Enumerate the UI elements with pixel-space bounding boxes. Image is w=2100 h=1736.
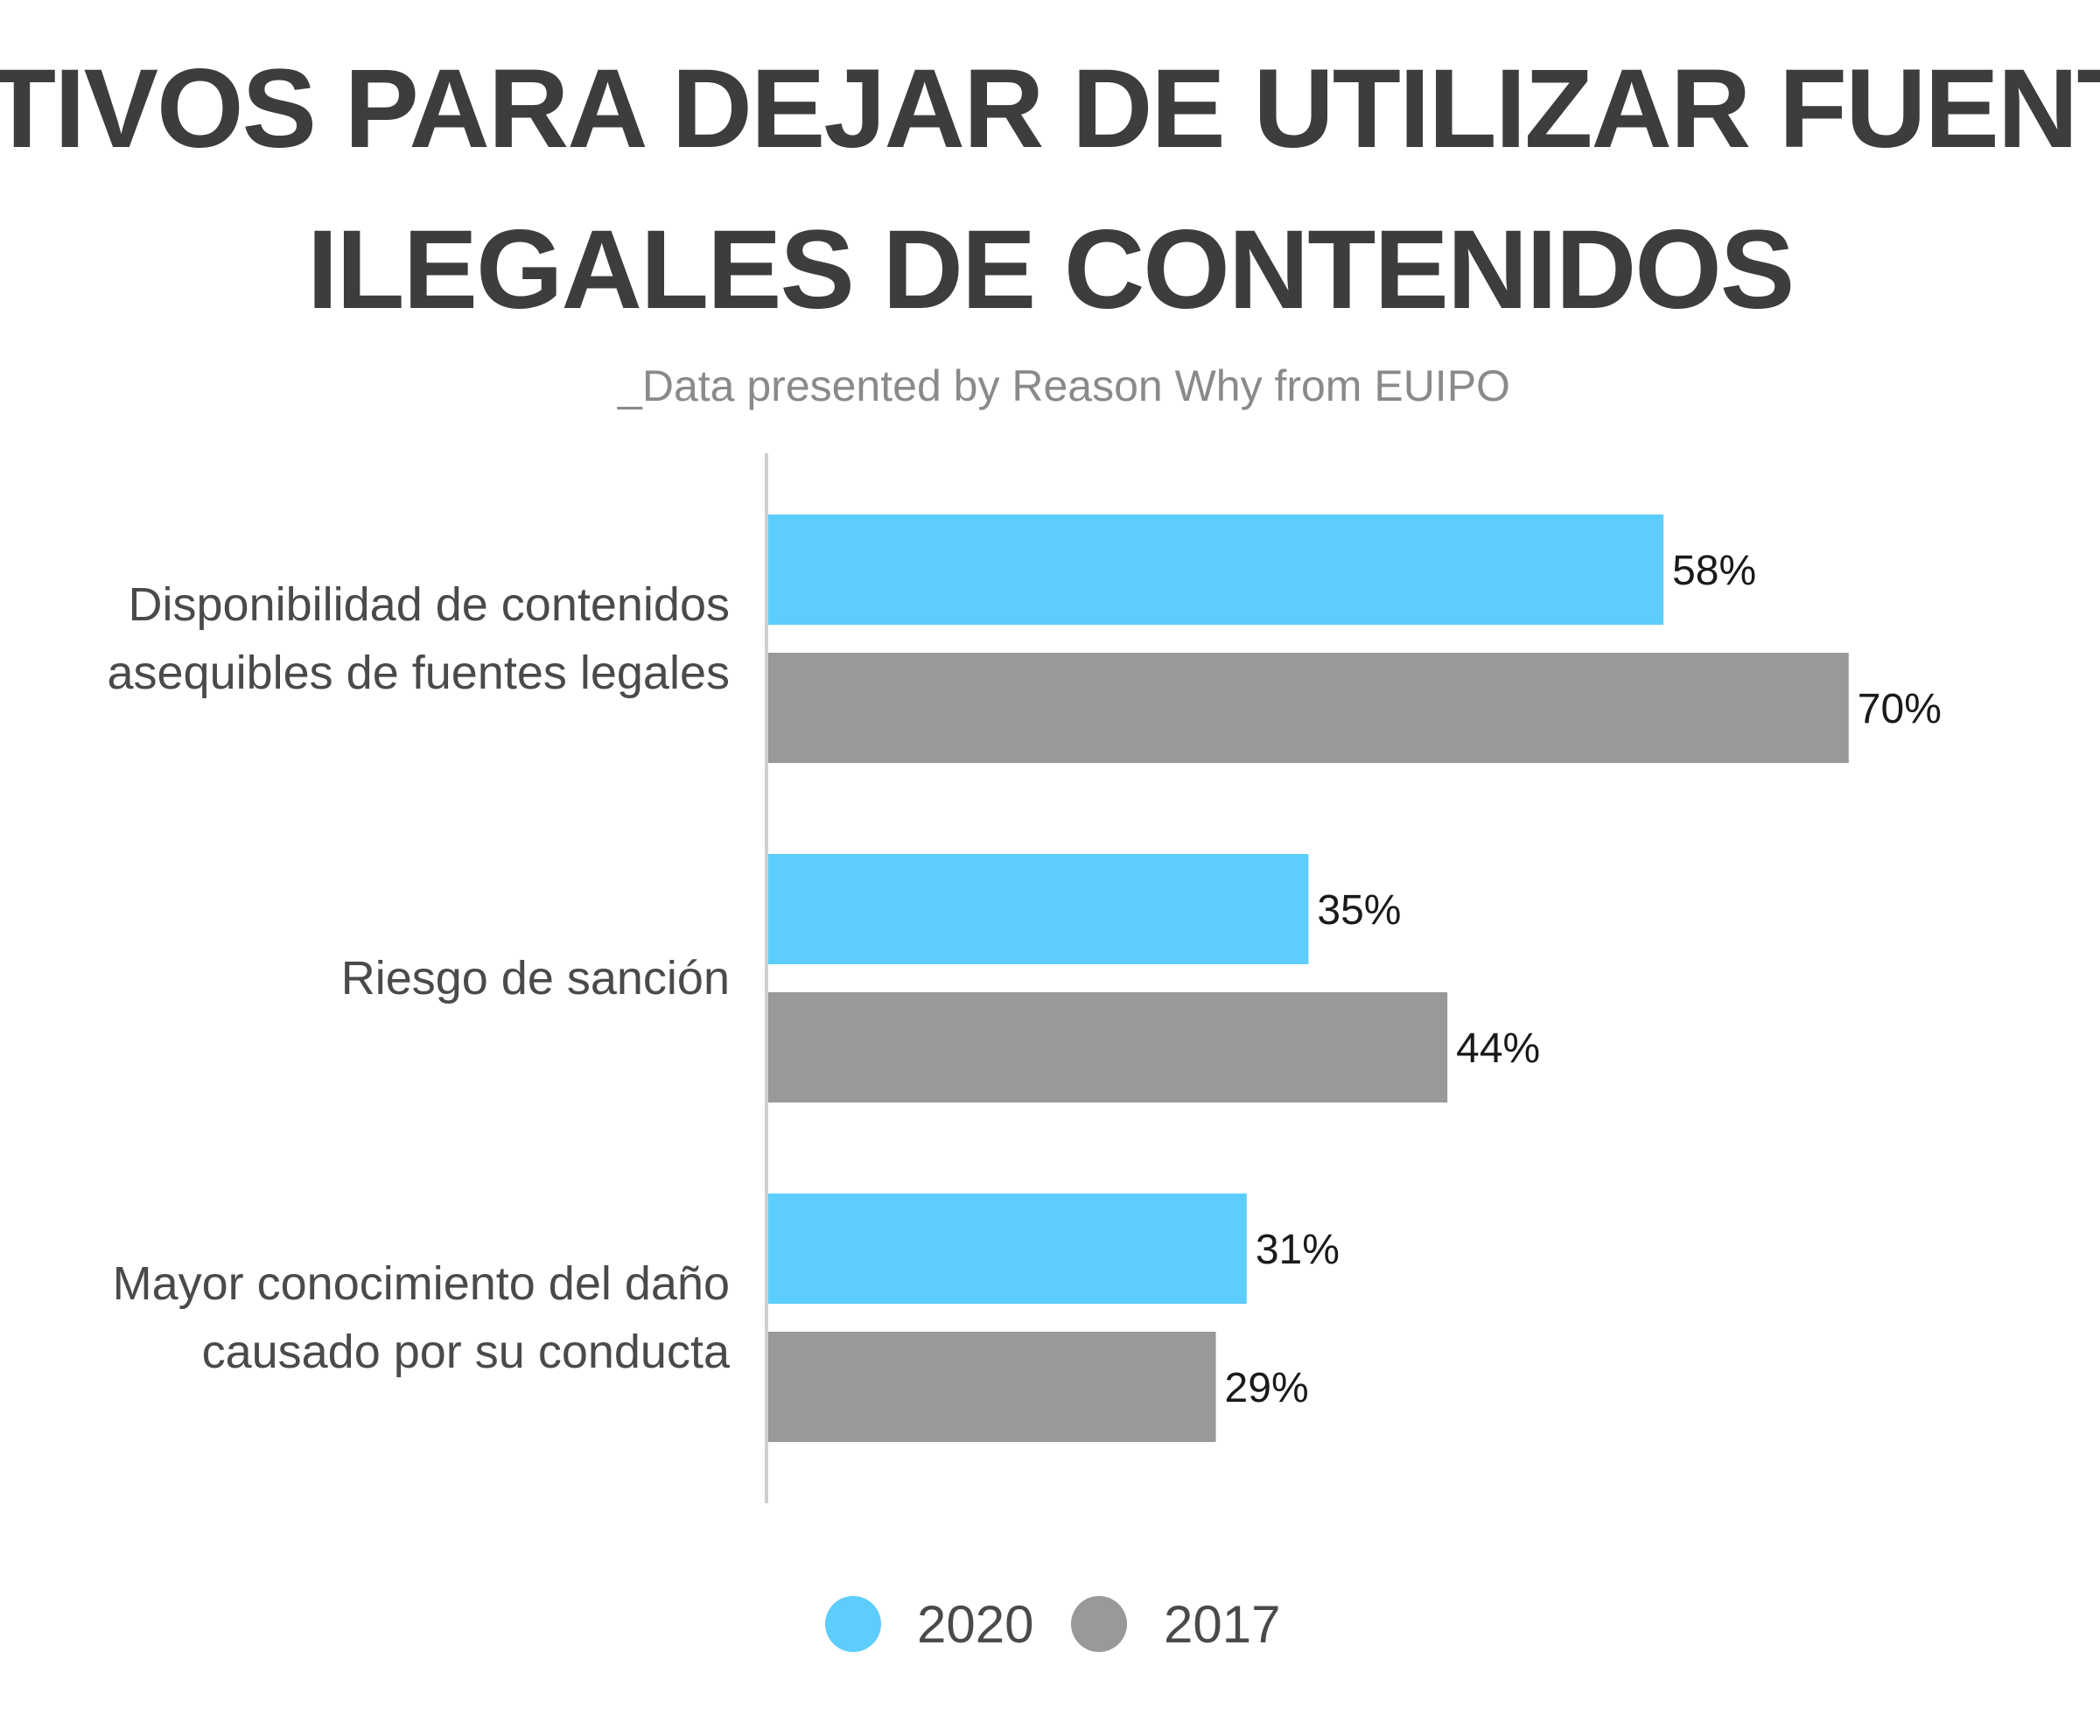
chart-title-line-1: MOTIVOS PARA DEJAR DE UTILIZAR FUENTES bbox=[0, 46, 2100, 172]
bar-2017-1 bbox=[768, 653, 1849, 763]
labels-layer: Disponibilidad de contenidos asequibles d… bbox=[107, 548, 1941, 1411]
legend-swatch bbox=[825, 1596, 881, 1652]
legend-label: 2020 bbox=[917, 1595, 1033, 1654]
category-label-line: causado por su conducta bbox=[202, 1326, 731, 1378]
bars-layer bbox=[768, 514, 1849, 1442]
category-label-line: Riesgo de sanción bbox=[341, 952, 730, 1004]
value-label: 44% bbox=[1456, 1026, 1540, 1072]
bar-2020-2 bbox=[768, 854, 1309, 964]
chart-title: MOTIVOS PARA DEJAR DE UTILIZAR FUENTES I… bbox=[0, 46, 2100, 332]
chart-subtitle: _Data presented by Reason Why from EUIPO bbox=[617, 361, 1510, 410]
chart-title-line-2: ILEGALES DE CONTENIDOS bbox=[307, 207, 1793, 332]
bar-2017-3 bbox=[768, 1332, 1216, 1442]
legend-label: 2017 bbox=[1164, 1595, 1280, 1654]
bar-2017-2 bbox=[768, 992, 1448, 1102]
value-label: 35% bbox=[1317, 887, 1401, 934]
legend: 2020 2017 bbox=[825, 1595, 1280, 1654]
value-label: 31% bbox=[1256, 1227, 1340, 1273]
bar-2020-3 bbox=[768, 1194, 1247, 1304]
category-label: Mayor conocimiento del daño causado por s… bbox=[113, 1257, 731, 1378]
value-label: 29% bbox=[1225, 1365, 1309, 1411]
legend-swatch bbox=[1071, 1596, 1127, 1652]
category-label: Riesgo de sanción bbox=[341, 952, 730, 1004]
category-label-line: Disponibilidad de contenidos bbox=[129, 578, 730, 631]
category-label: Disponibilidad de contenidos asequibles d… bbox=[107, 578, 730, 699]
value-label: 58% bbox=[1672, 548, 1756, 594]
bar-2020-1 bbox=[768, 514, 1664, 625]
value-label: 70% bbox=[1858, 686, 1942, 732]
category-label-line: Mayor conocimiento del daño bbox=[113, 1257, 730, 1310]
category-label-line: asequibles de fuentes legales bbox=[107, 647, 730, 699]
